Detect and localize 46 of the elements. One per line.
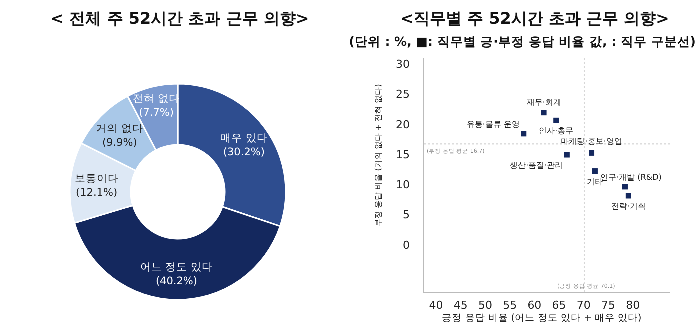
data-label: (30.2%) xyxy=(223,146,265,158)
series-label: 연구·개발 (R&D) xyxy=(600,172,662,182)
series-label: 재무·회계 xyxy=(526,98,562,107)
series-label: 마케팅·홍보·영업 xyxy=(561,137,622,146)
point xyxy=(589,150,595,156)
slice-label: 거의 없다 xyxy=(96,122,144,135)
x-tick-label: 75 xyxy=(602,299,616,312)
x-tick-label: 50 xyxy=(478,299,492,312)
data-label: (7.7%) xyxy=(139,107,174,120)
y-tick-label: 15 xyxy=(396,148,410,162)
data-label: (12.1%) xyxy=(76,186,118,199)
x-tick-label: 40 xyxy=(429,299,444,312)
point xyxy=(622,184,628,190)
series-label: 기타 xyxy=(587,177,604,186)
slice-label: 매우 있다 xyxy=(220,132,268,144)
x-tick-label: 70 xyxy=(576,299,591,312)
x-tick-label: 65 xyxy=(552,299,566,312)
slice-label: 보통이다 xyxy=(74,172,119,185)
y-axis-title: 부정 응답 비율 (거의 없다 + 전혀 없다) xyxy=(374,84,383,227)
chart-subtitle: (단위 : %, ■: 직무별 긍·부정 응답 비율 값, : 직무 구분선) xyxy=(349,34,696,49)
slice-label: 어느 정도 있다 xyxy=(140,261,214,274)
data-label: (40.2%) xyxy=(156,275,198,288)
x-axis-title: 긍정 응답 비율 (어느 정도 있다 + 매우 있다) xyxy=(442,313,642,324)
x-tick-label: 55 xyxy=(503,299,518,312)
data-label: (9.9%) xyxy=(102,136,138,149)
series-label: 유통·물류 운영 xyxy=(466,120,520,129)
point xyxy=(626,193,632,199)
chart-title: < 전체 주 52시간 초과 근무 의향> xyxy=(50,9,310,28)
point xyxy=(564,152,570,158)
series-label: 생산·품질·관리 xyxy=(510,161,564,170)
chart-title: <직무별 주 52시간 초과 근무 의향> xyxy=(400,9,670,28)
y-tick-label: 0 xyxy=(403,238,410,252)
series-label: 인사·총무 xyxy=(539,126,574,136)
y-tick-label: 25 xyxy=(396,88,410,102)
y-tick-label: 30 xyxy=(396,58,410,72)
point xyxy=(521,131,527,137)
point xyxy=(541,110,547,116)
series-label: 전략·기획 xyxy=(611,202,646,211)
x-tick-label: 45 xyxy=(454,299,468,312)
x-tick-label: 60 xyxy=(528,299,542,312)
point xyxy=(592,168,598,174)
y-tick-label: 20 xyxy=(396,118,410,132)
x-tick-label: 80 xyxy=(626,299,640,312)
point xyxy=(554,118,560,124)
y-tick-label: 10 xyxy=(396,178,410,192)
y-tick-label: 5 xyxy=(403,208,410,222)
